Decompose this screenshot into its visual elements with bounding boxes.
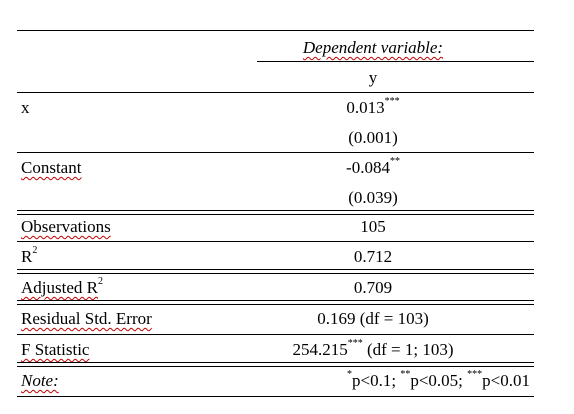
stat-value-fstat: 254.215*** (df = 1; 103) xyxy=(257,338,489,360)
row-label-constant: Constant xyxy=(21,158,81,178)
stat-value-observations: 105 xyxy=(360,217,386,236)
stat-rule-rse xyxy=(17,334,534,335)
coef-x: 0.013*** xyxy=(257,96,489,118)
stat-value-fstat-number: 254.215 xyxy=(292,340,348,359)
se-x: (0.001) xyxy=(348,128,398,147)
note-label-text: Note: xyxy=(21,371,59,390)
stat-label-r2-sup: 2 xyxy=(32,245,38,257)
row-label-x: x xyxy=(21,98,30,117)
dependent-variable-label: Dependent variable: xyxy=(302,38,444,57)
note-star-3: *** xyxy=(467,369,483,381)
header-rule xyxy=(17,92,534,93)
stat-label-fstat: F Statistic xyxy=(21,340,89,360)
stat-value-r2: 0.712 xyxy=(353,247,393,266)
row-rule-x xyxy=(17,152,534,153)
stat-label-adj-r2-sup: 2 xyxy=(97,276,103,288)
stat-label-adj-r2-text: Adjusted R xyxy=(21,278,98,297)
stat-rule-adj-r2 xyxy=(17,300,534,305)
dependent-variable-name: y xyxy=(368,68,378,87)
note-label: Note: xyxy=(21,371,59,391)
stat-label-observations: Observations xyxy=(21,217,111,237)
coef-constant: -0.084** xyxy=(257,156,489,178)
header-underline xyxy=(257,61,534,62)
stat-label-rse: Residual Std. Error xyxy=(21,309,152,329)
dependent-variable-heading: Dependent variable: xyxy=(257,38,489,58)
stat-label-r2-text: R xyxy=(21,247,33,266)
stat-value-adj-r2: 0.709 xyxy=(353,278,393,297)
note-star-1: * xyxy=(347,369,353,381)
stat-value-rse: 0.169 (df = 103) xyxy=(317,309,429,328)
stat-label-observations-text: Observations xyxy=(21,217,111,236)
note-star-2: ** xyxy=(400,369,411,381)
coef-constant-stars: ** xyxy=(389,156,400,168)
top-rule xyxy=(17,30,534,31)
se-constant: (0.039) xyxy=(348,188,398,207)
coef-x-value: 0.013 xyxy=(346,98,385,117)
stat-rule-r2 xyxy=(17,269,534,274)
stats-note-separator xyxy=(17,362,534,367)
note-text-3: p<0.01 xyxy=(482,371,530,390)
significance-note: *p<0.1; **p<0.05; ***p<0.01 xyxy=(347,369,530,391)
coef-constant-value: -0.084 xyxy=(346,158,390,177)
coef-x-stars: *** xyxy=(384,96,400,108)
note-text-1: p<0.1; xyxy=(352,371,401,390)
stat-value-fstat-df: (df = 1; 103) xyxy=(362,340,454,359)
note-text-2: p<0.05; xyxy=(410,371,468,390)
stat-label-fstat-text: F Statistic xyxy=(21,340,90,359)
stat-rule-observations xyxy=(17,241,534,242)
stat-label-rse-text: Residual Std. Error xyxy=(21,309,152,328)
bottom-rule xyxy=(17,396,534,397)
row-label-constant-text: Constant xyxy=(21,158,82,177)
stat-value-fstat-stars: *** xyxy=(347,338,363,350)
stat-label-r2: R2 xyxy=(21,245,38,267)
stat-label-adj-r2: Adjusted R2 xyxy=(21,276,103,298)
coef-stats-separator xyxy=(17,210,534,215)
